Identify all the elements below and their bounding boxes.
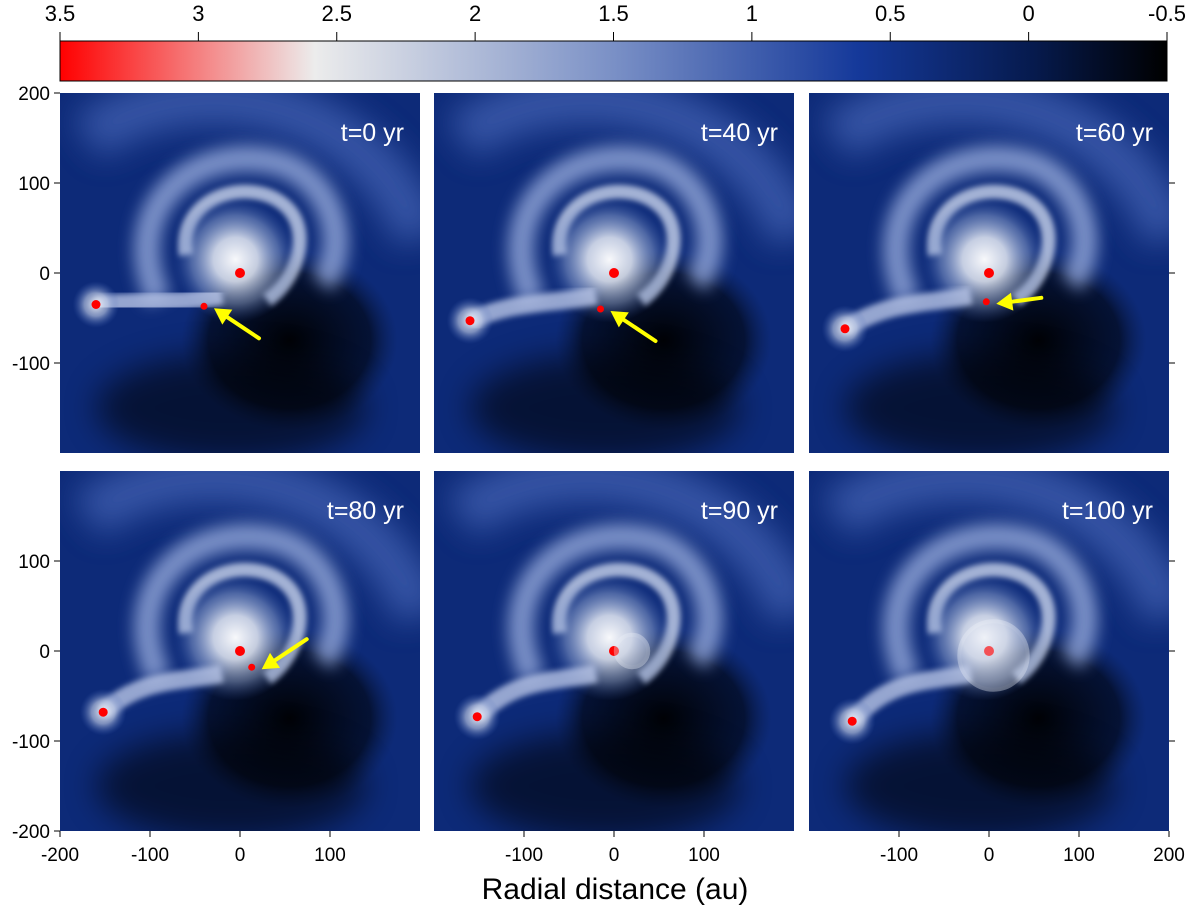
- colorbar-tick-label: 0: [1023, 1, 1035, 26]
- fragment-clump: [248, 663, 256, 671]
- outer-spiral-arm: [72, 93, 420, 247]
- pointer-arrow-head: [996, 292, 1014, 311]
- pointer-arrow: [273, 637, 309, 663]
- x-tick-label: -200: [41, 845, 79, 866]
- colorbar-ticks: 3.5 3 2.5 2 1.5 1 0.5 0 -0.5: [45, 1, 1186, 41]
- inner-spiral-arm: [134, 145, 349, 306]
- dark-cavity-lower: [470, 354, 740, 453]
- colorbar-scale: [59, 40, 1168, 82]
- inner-spiral-arm: [508, 523, 723, 684]
- time-label: t=80 yr: [327, 497, 404, 525]
- central-star: [984, 646, 994, 656]
- x-tick-label: 100: [314, 845, 346, 866]
- expanding-shell: [613, 632, 651, 670]
- colorbar-tick-label: 3: [192, 1, 204, 26]
- pointer-arrow-head: [261, 652, 281, 670]
- inner-spiral-arm: [508, 145, 723, 306]
- inner-spiral-arm: [883, 523, 1098, 684]
- panel-6: t=100 yr: [809, 471, 1169, 831]
- x-tick-label: -100: [880, 845, 918, 866]
- time-label: t=40 yr: [701, 119, 778, 147]
- companion-star: [465, 316, 475, 326]
- y-tick-label: 0: [39, 642, 50, 663]
- fragment-clump: [597, 305, 604, 313]
- outer-spiral-arm: [821, 93, 1169, 247]
- colorbar: 3.5 3 2.5 2 1.5 1 0.5 0 -0.5: [45, 1, 1186, 82]
- pointer-arrow-head: [214, 308, 233, 325]
- central-star: [609, 268, 619, 278]
- pointer-arrow: [225, 315, 261, 341]
- companion-star: [840, 324, 850, 334]
- pointer-arrow-head: [610, 311, 629, 328]
- x-tick-label: 200: [1153, 845, 1185, 866]
- x-axis-title: Radial distance (au): [482, 873, 749, 906]
- panel-2: t=40 yr: [434, 93, 794, 453]
- y-tick-label: 100: [18, 552, 50, 573]
- colorbar-tick-label: 1.5: [598, 1, 629, 26]
- time-label: t=100 yr: [1062, 497, 1153, 525]
- x-tick-label: 0: [235, 845, 246, 866]
- time-label: t=90 yr: [701, 497, 778, 525]
- x-tick-label: 100: [1063, 845, 1095, 866]
- dark-cavity-lower: [96, 732, 366, 831]
- y-tick-label: -100: [12, 354, 50, 375]
- y-tick-label: -100: [12, 732, 50, 753]
- pointer-arrow: [1010, 295, 1044, 304]
- central-star: [609, 646, 619, 656]
- x-tick-label: 100: [688, 845, 720, 866]
- time-label: t=0 yr: [341, 119, 404, 147]
- central-star: [235, 646, 245, 656]
- outer-spiral-arm: [446, 471, 794, 625]
- dark-cavity-lower: [845, 354, 1115, 453]
- panels: t=0 yr t=40 yr t=60 yr t=80 yr t=90 yr t=100 …: [60, 93, 1169, 831]
- axes: 200 100 0 -100 100 0 -100 -200-200 -100 0 100 -100 0…: [12, 84, 1185, 866]
- y-tick-label: 100: [18, 174, 50, 195]
- central-star: [984, 268, 994, 278]
- fragment-clump: [982, 298, 990, 306]
- colorbar-tick-label: 2.5: [321, 1, 352, 26]
- outer-spiral-arm: [72, 471, 420, 625]
- panel-4: t=80 yr: [60, 471, 420, 831]
- panel-3: t=60 yr: [809, 93, 1169, 453]
- panel-5: t=90 yr: [434, 471, 794, 831]
- pointer-arrow: [621, 317, 658, 343]
- companion-star: [472, 712, 482, 722]
- x-tick-label: 0: [609, 845, 620, 866]
- inner-spiral-arm: [134, 523, 349, 684]
- dark-cavity-lower: [470, 732, 740, 831]
- colorbar-tick-label: 0.5: [875, 1, 906, 26]
- x-tick-label: -100: [131, 845, 169, 866]
- x-tick-label: 0: [984, 845, 995, 866]
- colorbar-tick-label: -0.5: [1148, 1, 1186, 26]
- y-tick-label: -200: [12, 822, 50, 843]
- central-star: [235, 268, 245, 278]
- colorbar-tick-label: 2: [469, 1, 481, 26]
- colorbar-tick-label: 3.5: [45, 1, 76, 26]
- outer-spiral-arm: [821, 471, 1169, 625]
- panel-1: t=0 yr: [60, 93, 420, 453]
- companion-star: [91, 300, 101, 309]
- inner-spiral-arm: [883, 145, 1098, 306]
- colorbar-tick-label: 1: [746, 1, 758, 26]
- time-label: t=60 yr: [1076, 119, 1153, 147]
- expanding-shell: [957, 619, 1030, 692]
- x-tick-label: -100: [505, 845, 543, 866]
- dark-cavity-lower: [845, 732, 1115, 831]
- companion-star: [98, 707, 108, 717]
- fragment-clump: [200, 302, 208, 310]
- companion-star: [847, 716, 857, 726]
- dark-cavity-lower: [96, 354, 366, 453]
- y-tick-label: 0: [39, 264, 50, 285]
- y-tick-label: 200: [18, 84, 50, 105]
- outer-spiral-arm: [446, 93, 794, 247]
